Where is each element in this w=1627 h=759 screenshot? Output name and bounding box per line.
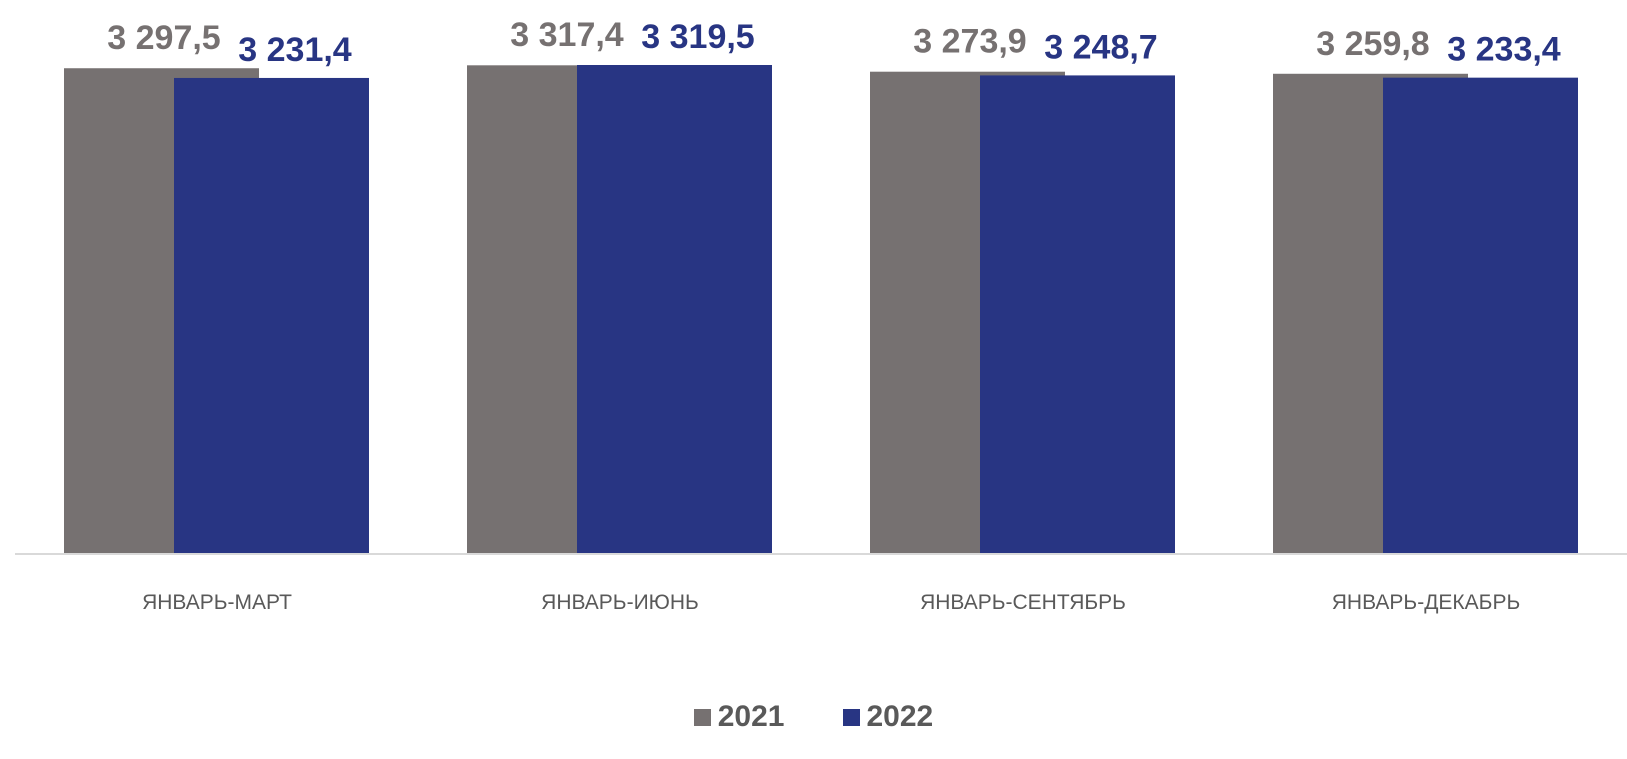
legend-label-2021: 2021	[717, 700, 785, 733]
category-label-4: ЯНВАРЬ-ДЕКАБРЬ	[1332, 591, 1520, 614]
category-label-3: ЯНВАРЬ-СЕНТЯБРЬ	[920, 591, 1126, 614]
category-labels-group: ЯНВАРЬ-МАРТ ЯНВАРЬ-ИЮНЬ ЯНВАРЬ-СЕНТЯБРЬ ЯНВ…	[142, 591, 1520, 614]
legend-item-2021: 2021	[693, 700, 785, 734]
value-label-2021-3: 3 273,9	[913, 23, 1026, 61]
value-label-2022-1: 3 231,4	[238, 31, 352, 69]
value-label-2022-3: 3 248,7	[1044, 28, 1157, 66]
legend-item-2022: 2022	[842, 700, 934, 734]
value-label-2021-2: 3 317,4	[510, 16, 624, 54]
bar-2022-4	[1383, 77, 1578, 554]
bars-group	[64, 65, 1578, 554]
bar-2022-1	[174, 77, 369, 553]
category-label-2: ЯНВАРЬ-ИЮНЬ	[541, 591, 699, 614]
bar-2022-3	[980, 75, 1175, 553]
bar-2022-2	[577, 65, 772, 553]
legend-label-2022: 2022	[866, 700, 934, 733]
value-label-2022-4: 3 233,4	[1447, 31, 1561, 69]
bar-chart: ЯНВАРЬ-МАРТ ЯНВАРЬ-ИЮНЬ ЯНВАРЬ-СЕНТЯБРЬ ЯНВ…	[15, 16, 1627, 614]
legend: 2021 2022	[0, 700, 1627, 734]
legend-swatch-2022	[842, 708, 860, 726]
legend-swatch-2021	[693, 708, 711, 726]
value-label-2022-2: 3 319,5	[641, 18, 754, 56]
value-label-2021-1: 3 297,5	[107, 19, 220, 57]
value-labels-group: 3 297,5 3 231,4 3 317,4 3 319,5 3 273,9 3 248…	[107, 16, 1561, 69]
category-label-1: ЯНВАРЬ-МАРТ	[142, 591, 292, 614]
value-label-2021-4: 3 259,8	[1316, 25, 1429, 63]
